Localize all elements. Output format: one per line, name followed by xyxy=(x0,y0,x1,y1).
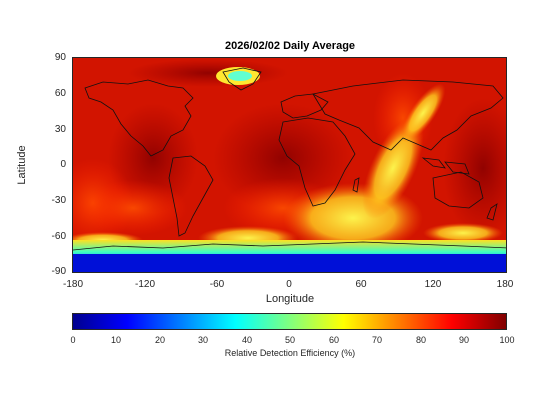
map-plot-area xyxy=(72,57,507,273)
y-tick-0: 0 xyxy=(60,159,66,170)
x-tick-neg180: -180 xyxy=(62,279,83,290)
y-tick-neg30: -30 xyxy=(51,195,66,206)
colorbar-tick: 60 xyxy=(328,335,339,345)
colorbar-tick: 20 xyxy=(154,335,165,345)
coastlines xyxy=(73,67,506,251)
colorbar-tick: 10 xyxy=(110,335,121,345)
x-tick-180: 180 xyxy=(496,279,514,290)
colorbar-tick: 30 xyxy=(197,335,208,345)
x-tick-0: 0 xyxy=(286,279,292,290)
y-tick-90: 90 xyxy=(54,52,66,63)
colorbar-tick: 70 xyxy=(371,335,382,345)
y-tick-neg90: -90 xyxy=(51,266,66,277)
colorbar xyxy=(72,313,507,330)
x-axis-label: Longitude xyxy=(265,293,315,305)
y-tick-60: 60 xyxy=(54,88,66,99)
x-tick-120: 120 xyxy=(424,279,442,290)
x-tick-neg120: -120 xyxy=(134,279,155,290)
colorbar-label: Relative Detection Efficiency (%) xyxy=(224,348,356,358)
y-tick-neg60: -60 xyxy=(51,231,66,242)
colorbar-tick: 0 xyxy=(70,335,76,345)
y-tick-30: 30 xyxy=(54,124,66,135)
colorbar-tick: 80 xyxy=(415,335,426,345)
colorbar-tick: 50 xyxy=(284,335,295,345)
x-tick-neg60: -60 xyxy=(209,279,225,290)
colorbar-tick: 100 xyxy=(499,335,515,345)
y-axis-label: Latitude xyxy=(16,145,28,185)
efficiency-map xyxy=(73,58,506,272)
chart-title: 2026/02/02 Daily Average xyxy=(224,40,356,52)
colorbar-tick: 90 xyxy=(458,335,469,345)
x-tick-60: 60 xyxy=(355,279,367,290)
colorbar-tick: 40 xyxy=(241,335,252,345)
